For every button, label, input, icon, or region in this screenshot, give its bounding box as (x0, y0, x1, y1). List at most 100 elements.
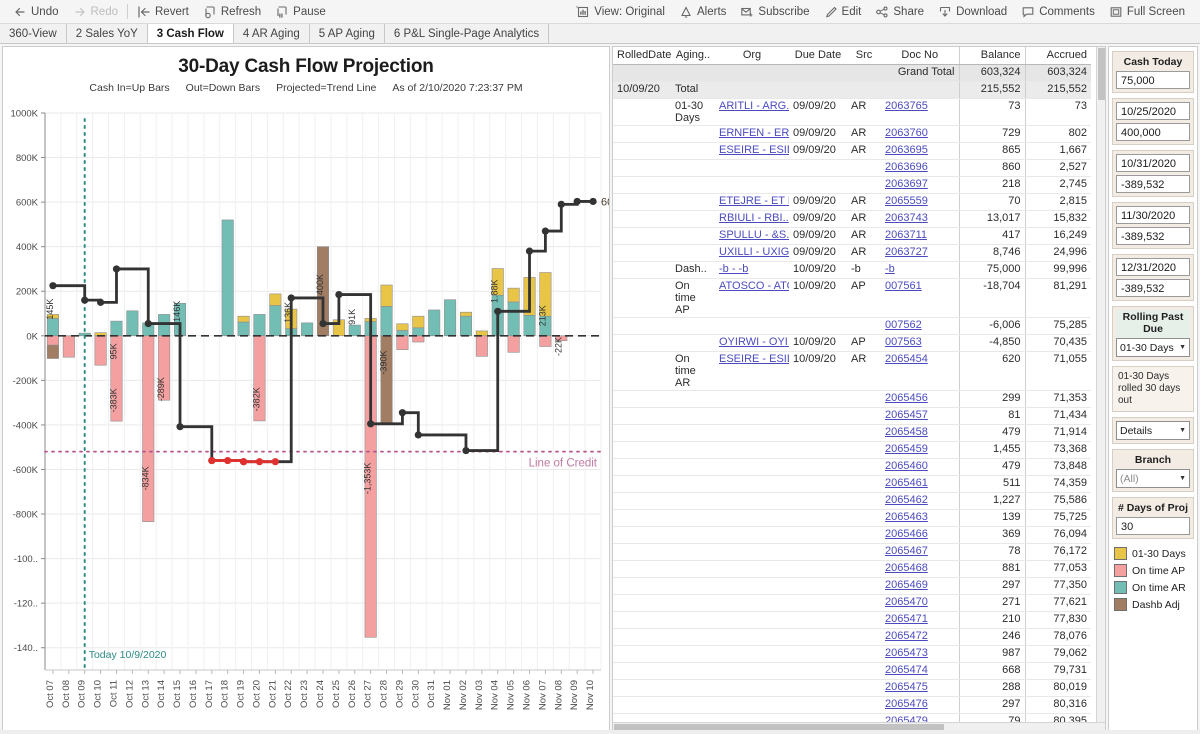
cell-doc-no[interactable]: 2063696 (881, 159, 959, 177)
cell-org[interactable] (715, 475, 789, 493)
cell-link[interactable]: 2065461 (885, 476, 928, 489)
detail-table[interactable]: RolledDate Aging.. Org Due Date Src Doc … (613, 47, 1091, 731)
table-row[interactable]: 01-30 Days ARITLI - ARG.. 09/09/20 AR 206376… (613, 98, 1091, 126)
table-row[interactable]: 2065461 511 74,359 (613, 475, 1091, 493)
edit-button[interactable]: Edit (817, 1, 869, 23)
tab-pl-analytics[interactable]: 6 P&L Single-Page Analytics (384, 24, 550, 43)
cell-doc-no[interactable]: 007562 (881, 317, 959, 335)
days-of-proj-input[interactable]: 30 (1116, 517, 1190, 535)
cell-doc-no[interactable]: 2065471 (881, 611, 959, 629)
cell-org[interactable]: UXILLI - UXIG.. (715, 244, 789, 262)
cell-link[interactable]: 2065475 (885, 680, 928, 693)
cell-doc-no[interactable]: 2063711 (881, 227, 959, 245)
table-row[interactable]: 2065463 139 75,725 (613, 509, 1091, 527)
redo-button[interactable]: Redo (66, 1, 126, 23)
cell-org[interactable] (715, 492, 789, 510)
table-row[interactable]: 2065456 299 71,353 (613, 390, 1091, 408)
cell-org[interactable] (715, 526, 789, 544)
cell-link[interactable]: 2065457 (885, 408, 928, 421)
cell-link[interactable]: 2065471 (885, 612, 928, 625)
col-balance[interactable]: Balance (958, 47, 1025, 65)
cell-org[interactable]: ERNFEN - ER.. (715, 125, 789, 143)
cell-org[interactable]: OYIRWI - OYI.. (715, 334, 789, 352)
cell-org[interactable] (715, 159, 789, 177)
cell-org[interactable] (715, 594, 789, 612)
cell-doc-no[interactable]: 2065460 (881, 458, 959, 476)
table-row[interactable]: 2065475 288 80,019 (613, 679, 1091, 697)
cell-link[interactable]: 2065463 (885, 510, 928, 523)
cell-link[interactable]: 2065460 (885, 459, 928, 472)
cell-org[interactable] (715, 696, 789, 714)
branch-select[interactable]: (All) ▼ (1116, 469, 1190, 488)
table-row[interactable]: UXILLI - UXIG.. 09/09/20 AR 2063727 8,746 24,… (613, 244, 1091, 262)
cell-org[interactable]: RBIULI - RBI.. (715, 210, 789, 228)
cell-link[interactable]: 2065467 (885, 544, 928, 557)
date-input-3[interactable]: 11/30/2020 (1116, 206, 1190, 224)
cell-org[interactable]: -b - -b (715, 261, 789, 279)
table-row[interactable]: RBIULI - RBI.. 09/09/20 AR 2063743 13,017 15,… (613, 210, 1091, 228)
cell-doc-no[interactable]: 2065476 (881, 696, 959, 714)
cell-link[interactable]: 2063711 (885, 228, 928, 241)
table-horizontal-scrollbar[interactable] (613, 722, 1105, 731)
table-row[interactable]: 2065457 81 71,434 (613, 407, 1091, 425)
table-row[interactable]: 2065460 479 73,848 (613, 458, 1091, 476)
refresh-button[interactable]: Refresh (196, 1, 268, 23)
cell-org[interactable] (715, 560, 789, 578)
cell-doc-no[interactable]: 2065474 (881, 662, 959, 680)
cell-link[interactable]: ATOSCO - ATOSA (719, 279, 789, 292)
table-row[interactable]: On time AR ESEIRE - ESIDREIEENL10/09/20AR… (613, 351, 1091, 391)
legend-item[interactable]: Dashb Adj (1114, 598, 1192, 611)
cell-org[interactable]: ESEIRE - ESIDREIEENL (715, 142, 789, 160)
cell-doc-no[interactable]: 2065559 (881, 193, 959, 211)
col-accrued[interactable]: Accrued (1024, 47, 1091, 65)
cash-today-input[interactable]: 75,000 (1116, 71, 1190, 89)
cell-doc-no[interactable]: 2065466 (881, 526, 959, 544)
cell-doc-no[interactable]: 2065458 (881, 424, 959, 442)
download-button[interactable]: Download (931, 1, 1014, 23)
table-row[interactable]: SPULLU - &S.. 09/09/20 AR 2063711 417 16,249 (613, 227, 1091, 245)
cell-link[interactable]: 2065462 (885, 493, 928, 506)
table-row[interactable]: 2065474 668 79,731 (613, 662, 1091, 680)
cell-link[interactable]: 2063697 (885, 177, 928, 190)
tab-360-view[interactable]: 360-View (0, 24, 67, 43)
cell-doc-no[interactable]: 007561 (881, 278, 959, 318)
cell-link[interactable]: 2065468 (885, 561, 928, 574)
cell-doc-no[interactable]: 2065459 (881, 441, 959, 459)
cell-link[interactable]: 2065456 (885, 391, 928, 404)
value-input-2[interactable]: -389,532 (1116, 175, 1190, 193)
cell-link[interactable]: 2063695 (885, 143, 928, 156)
cell-org[interactable]: ARITLI - ARG.. (715, 98, 789, 126)
value-input-3[interactable]: -389,532 (1116, 227, 1190, 245)
table-row[interactable]: 2065470 271 77,621 (613, 594, 1091, 612)
cell-link[interactable]: 2063743 (885, 211, 928, 224)
table-row[interactable]: 2063696 860 2,527 (613, 159, 1091, 177)
table-row[interactable]: OYIRWI - OYI.. 10/09/20 AP 007563 -4,850 70,4… (613, 334, 1091, 352)
col-aging[interactable]: Aging.. (671, 47, 715, 65)
legend-item[interactable]: On time AP (1114, 564, 1192, 577)
table-row[interactable]: 2065471 210 77,830 (613, 611, 1091, 629)
cell-org[interactable] (715, 509, 789, 527)
cell-org[interactable] (715, 611, 789, 629)
table-row[interactable]: 2063697 218 2,745 (613, 176, 1091, 194)
cell-link[interactable]: 2065476 (885, 697, 928, 710)
tab-sales-yoy[interactable]: 2 Sales YoY (66, 24, 148, 43)
cell-link[interactable]: -b (885, 262, 895, 275)
cell-doc-no[interactable]: -b (881, 261, 959, 279)
table-row[interactable]: 2065462 1,227 75,586 (613, 492, 1091, 510)
cell-org[interactable] (715, 662, 789, 680)
cell-link[interactable]: 2063727 (885, 245, 928, 258)
table-row[interactable]: 2065459 1,455 73,368 (613, 441, 1091, 459)
cell-link[interactable]: 2065473 (885, 646, 928, 659)
table-row[interactable]: 2065473 987 79,062 (613, 645, 1091, 663)
cell-org[interactable] (715, 441, 789, 459)
cell-org[interactable] (715, 543, 789, 561)
cell-org[interactable]: SPULLU - &S.. (715, 227, 789, 245)
cell-doc-no[interactable]: 2065468 (881, 560, 959, 578)
cell-link[interactable]: 2063760 (885, 126, 928, 139)
table-row[interactable]: ERNFEN - ER.. 09/09/20 AR 2063760 729 802 (613, 125, 1091, 143)
undo-button[interactable]: Undo (6, 1, 66, 23)
tab-cash-flow[interactable]: 3 Cash Flow (147, 24, 234, 43)
cell-org[interactable] (715, 317, 789, 335)
cell-doc-no[interactable]: 2065454 (881, 351, 959, 391)
cell-doc-no[interactable]: 2065463 (881, 509, 959, 527)
